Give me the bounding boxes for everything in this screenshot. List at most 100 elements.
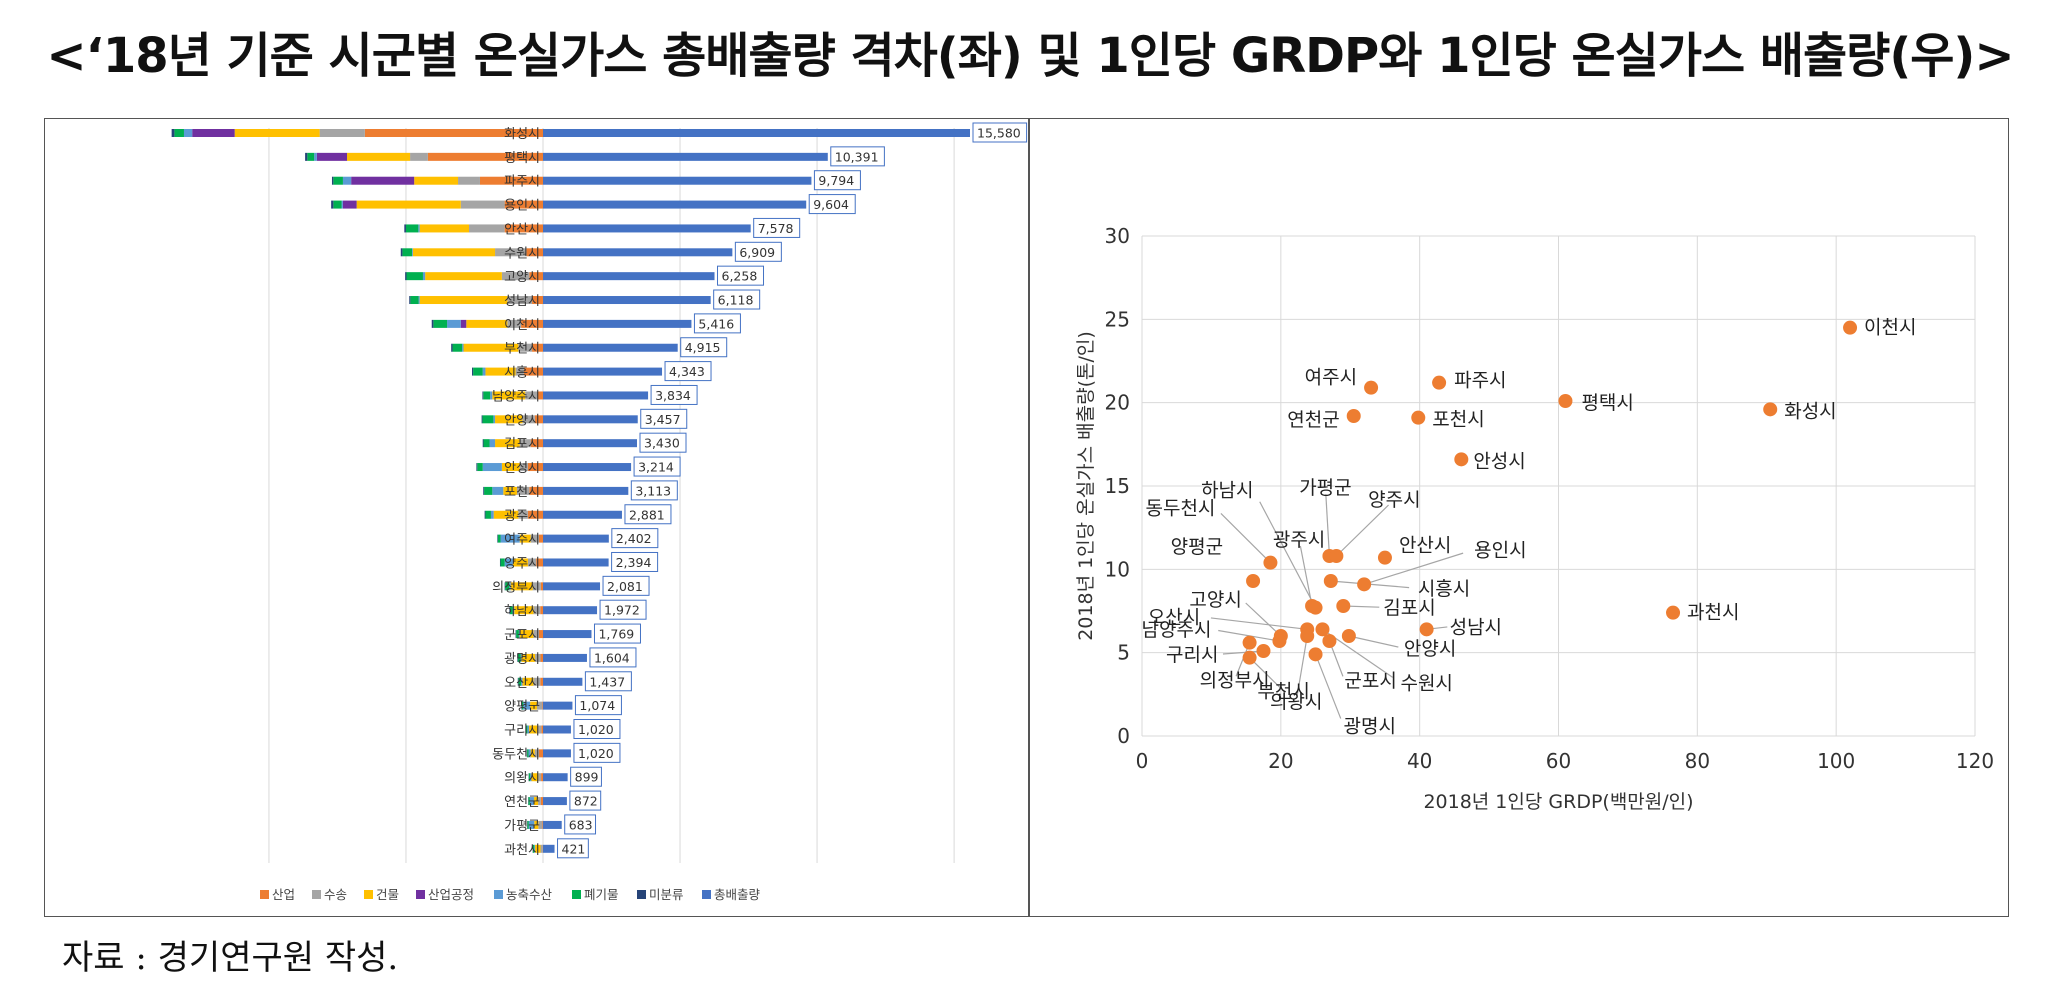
bar-total-30: [543, 844, 555, 853]
category-label-0: 화성시: [504, 127, 540, 142]
data-label-box-24: [574, 695, 622, 716]
bar-total-28: [543, 797, 567, 806]
bar-미분류-12: [481, 415, 483, 424]
bar-수송-15: [516, 486, 530, 495]
bar-total-5: [543, 248, 733, 257]
bar-농축수산-29: [528, 820, 535, 829]
bar-농축수산-5: [411, 248, 413, 257]
bar-미분류-0: [171, 129, 175, 137]
bar-폐기물-0: [174, 129, 184, 137]
bar-건물-18: [512, 558, 528, 567]
legend-swatch-3: [416, 890, 425, 899]
bar-미분류-6: [405, 272, 407, 281]
bar-total-13: [543, 439, 638, 448]
bar-수송-20: [533, 606, 541, 615]
scatter-point-25: [1300, 629, 1315, 643]
bar-폐기물-25: [526, 725, 528, 734]
bar-미분류-15: [483, 486, 485, 495]
bar-폐기물-18: [500, 558, 505, 567]
data-label-2: 9,794: [818, 173, 854, 188]
category-label-12: 안양시: [504, 413, 540, 428]
bar-폐기물-3: [333, 200, 342, 209]
data-label-box-12: [640, 408, 688, 429]
scatter-point-10: [1329, 549, 1344, 563]
data-label-box-7: [713, 289, 761, 310]
scatter-point-27: [1341, 629, 1356, 643]
leader-line-25: [1296, 635, 1308, 695]
point-label-1: 화성시: [1784, 400, 1836, 422]
bar-산업-20: [540, 606, 543, 615]
point-label-18: 김포시: [1383, 597, 1435, 619]
legend-swatch-5: [572, 890, 581, 899]
legend-swatch-4: [494, 890, 503, 899]
bar-산업-17: [538, 534, 543, 543]
bar-폐기물-11: [483, 391, 491, 400]
bar-total-18: [543, 558, 609, 567]
bar-미분류-17: [497, 534, 498, 543]
point-label-9: 가평군: [1299, 477, 1351, 499]
bar-수송-30: [540, 844, 543, 853]
bar-산업-1: [427, 152, 543, 161]
scatter-point-1: [1763, 402, 1778, 417]
category-label-5: 수원시: [504, 246, 540, 261]
category-label-24: 양평군: [504, 700, 540, 715]
scatter-point-16: [1263, 555, 1278, 570]
bar-폐기물-27: [528, 773, 531, 782]
bar-폐기물-20: [509, 606, 513, 615]
bar-미분류-21: [515, 630, 517, 639]
point-label-26: 성남시: [1450, 616, 1502, 638]
bar-폐기물-30: [532, 844, 535, 853]
category-label-6: 고양시: [504, 270, 540, 285]
bar-수송-24: [536, 701, 543, 710]
category-label-21: 군포시: [504, 628, 540, 643]
bar-건물-9: [463, 343, 519, 352]
leader-line-19: [1210, 617, 1308, 630]
point-label-19: 오산시: [1148, 606, 1200, 628]
data-label-box-0: [972, 122, 1028, 143]
data-label-13: 3,430: [644, 436, 680, 451]
data-label-box-4: [753, 217, 801, 238]
point-label-5: 포천시: [1432, 409, 1484, 431]
bar-산업-21: [538, 630, 543, 639]
legend-label-4: 농축수산: [506, 887, 553, 902]
bar-total-16: [543, 510, 622, 519]
legend-swatch-2: [364, 890, 373, 899]
legend-swatch-7: [702, 890, 711, 899]
data-label-box-28: [569, 790, 602, 811]
bar-산업-28: [540, 797, 543, 806]
data-label-box-22: [589, 647, 637, 668]
bar-농축수산-3: [341, 200, 343, 209]
scatter-point-13: [1357, 577, 1372, 592]
bar-산업공정-0: [192, 129, 235, 137]
bar-폐기물-22: [517, 653, 521, 662]
bar-산업-25: [541, 725, 543, 734]
leader-line-10: [1335, 504, 1389, 557]
bar-미분류-24: [521, 701, 522, 710]
legend-label-0: 산업: [272, 887, 295, 902]
panel-divider: [1028, 118, 1030, 917]
bar-농축수산-24: [523, 701, 531, 710]
data-label-9: 4,915: [685, 340, 721, 355]
bar-산업-13: [530, 439, 543, 448]
scatter-point-2: [1558, 394, 1573, 408]
bar-건물-13: [495, 439, 520, 448]
data-label-box-14: [633, 456, 681, 477]
data-label-box-21: [593, 623, 641, 644]
bar-농축수산-20: [512, 606, 515, 615]
legend-label-7: 총배출량: [714, 887, 761, 902]
bar-total-21: [543, 630, 592, 639]
bar-폐기물-29: [527, 820, 529, 829]
scatter-point-28: [1322, 634, 1337, 648]
data-label-box-2: [813, 170, 861, 191]
bar-건물-5: [412, 248, 496, 257]
bar-농축수산-6: [422, 272, 426, 281]
y-tick-label-2: 10: [1105, 557, 1130, 581]
bar-폐기물-9: [452, 343, 463, 352]
bar-total-8: [543, 319, 692, 328]
bar-산업-2: [479, 176, 543, 185]
data-label-box-5: [734, 241, 782, 262]
category-label-28: 연천군: [504, 795, 540, 810]
bar-건물-3: [356, 200, 461, 209]
x-tick-label-1: 20: [1268, 749, 1293, 773]
bar-건물-1: [347, 152, 411, 161]
